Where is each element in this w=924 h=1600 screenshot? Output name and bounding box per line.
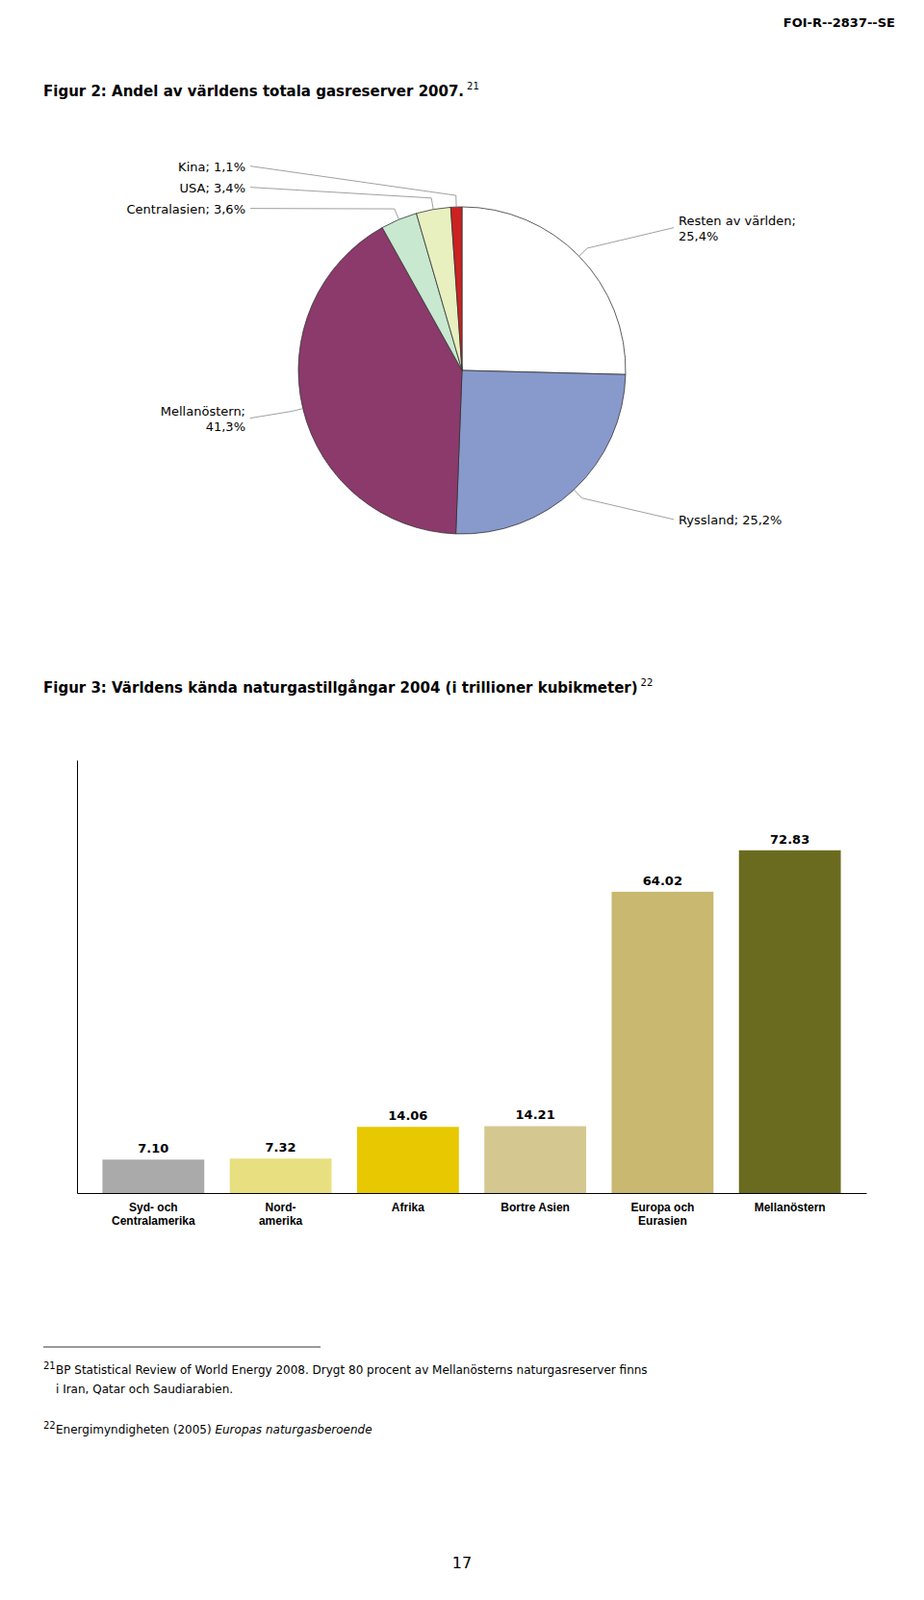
pie-slice [462, 206, 626, 375]
pie-chart: Resten av världen;25,4% Ryssland; 25,2% Me… [127, 158, 796, 535]
data-label: Resten av världen;25,4% [678, 212, 796, 243]
bar [739, 850, 842, 1194]
footnote-text: Europas naturgasberoende [214, 1423, 372, 1438]
leader-line [250, 409, 304, 419]
x-tick-label: Afrika [391, 1201, 425, 1215]
data-label-line: 41,3% [205, 418, 246, 434]
x-tick-label-line: Bortre Asien [500, 1201, 570, 1215]
page-number: 17 [452, 1554, 472, 1573]
data-label: Centralasien; 3,6% [127, 201, 246, 216]
data-label-line: 25,4% [678, 228, 719, 243]
data-label: USA; 3,4% [179, 179, 246, 195]
x-tick-label-line: amerika [258, 1214, 304, 1229]
chart-title: Figur 3: Världens kända naturgastillgång… [43, 679, 639, 697]
data-label: 14.21 [515, 1107, 556, 1123]
x-tick-label-line: Eurasien [638, 1214, 688, 1229]
bar [484, 1126, 587, 1194]
footnote-text: BP Statistical Review of World Energy 20… [55, 1363, 648, 1378]
pie-slice [450, 206, 462, 371]
x-tick-label-line: Nord- [265, 1201, 297, 1215]
bar [611, 892, 714, 1194]
data-label: 64.02 [642, 873, 683, 889]
bar [357, 1127, 460, 1194]
x-tick-label-line: Syd- och [128, 1201, 179, 1215]
data-label: 7.32 [265, 1140, 297, 1155]
footnote-ref: 21 [466, 80, 480, 92]
pie-slice [456, 370, 626, 535]
page: FOI-R--2837--SE Figur 2: Andel av världen… [0, 0, 924, 1600]
x-tick: Mellanöstern [754, 1201, 826, 1215]
x-tick-label-line: Mellanöstern [754, 1201, 826, 1215]
x-tick: Nord-amerika [258, 1201, 304, 1229]
footnote-mark: 22 [43, 1420, 56, 1432]
x-tick: Bortre Asien [500, 1201, 570, 1215]
data-label: 7.10 [137, 1141, 169, 1156]
leader-line [250, 187, 434, 210]
x-tick: Syd- ochCentralamerika [111, 1201, 196, 1229]
data-label: 14.06 [387, 1108, 428, 1124]
leader-line [579, 228, 674, 257]
x-tick-label: Nord-amerika [258, 1201, 304, 1229]
x-tick-label: Syd- ochCentralamerika [111, 1201, 196, 1229]
leader-line [250, 208, 399, 221]
pie-slices [298, 206, 626, 535]
x-tick-label: Europa ochEurasien [630, 1201, 694, 1229]
data-label-line: Centralasien; 3,6% [127, 201, 246, 216]
header: FOI-R--2837--SE [783, 15, 896, 30]
x-tick: Europa ochEurasien [630, 1201, 694, 1229]
x-tick-label-line: Afrika [391, 1201, 425, 1215]
data-label-line: Ryssland; 25,2% [678, 512, 782, 527]
x-tick-label: Bortre Asien [500, 1201, 570, 1215]
data-labels: 7.10 7.32 14.06 14.21 64.02 72.83 [137, 832, 810, 1157]
x-tick: Afrika [391, 1201, 425, 1215]
footnote-rule [43, 1347, 321, 1349]
leader-line [250, 166, 457, 207]
data-label-line: Mellanöstern; [160, 403, 246, 418]
y-axis [77, 761, 78, 1195]
data-label-line: USA; 3,4% [179, 179, 246, 195]
chart-title: Figur 2: Andel av världens totala gasres… [43, 82, 464, 101]
data-label: Kina; 1,1% [178, 158, 246, 174]
data-label: 72.83 [770, 832, 810, 847]
data-label-line: Resten av världen; [678, 212, 796, 228]
x-tick-label-line: Centralamerika [111, 1214, 196, 1229]
pie-labels: Resten av världen;25,4% Ryssland; 25,2% Me… [127, 158, 796, 527]
leader-line [573, 489, 674, 520]
pie-slice [416, 206, 462, 371]
y-axis-line [77, 761, 78, 1195]
x-tick-label-line: Europa och [630, 1201, 694, 1215]
bar [230, 1158, 333, 1194]
data-label: Ryssland; 25,2% [678, 512, 782, 527]
bars [102, 850, 841, 1194]
footnote-mark: 21 [43, 1360, 56, 1372]
x-tick-label: Mellanöstern [754, 1201, 826, 1215]
footnote-text: i Iran, Qatar och Saudiarabien. [55, 1383, 233, 1397]
x-axis: Syd- ochCentralamerika Nord-amerika Afrika… [77, 1194, 868, 1229]
x-axis-line [77, 1193, 868, 1195]
data-label: Mellanöstern;41,3% [160, 403, 246, 434]
data-label-line: Kina; 1,1% [178, 158, 246, 174]
footnote-text: Energimyndigheten (2005) [55, 1423, 215, 1438]
footnote-ref: 22 [641, 677, 654, 689]
bar [102, 1159, 205, 1194]
